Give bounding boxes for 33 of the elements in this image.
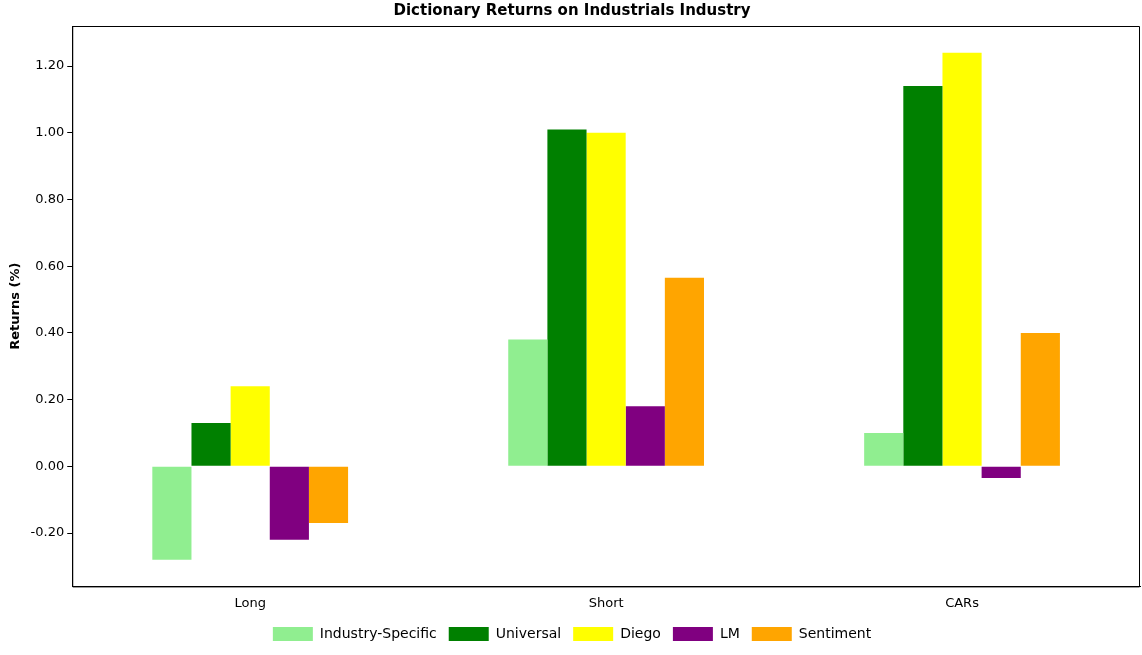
y-tick-label: 0.60 xyxy=(35,257,65,273)
bar xyxy=(864,432,904,466)
bar xyxy=(191,422,231,466)
bar xyxy=(942,52,982,466)
y-tick-label: 1.20 xyxy=(35,57,65,73)
legend-label: Universal xyxy=(495,624,562,641)
legend-label: Sentiment xyxy=(798,624,872,641)
bar xyxy=(664,277,704,466)
bar xyxy=(230,386,270,466)
y-tick-label: 0.00 xyxy=(35,457,65,473)
y-tick-label: -0.20 xyxy=(30,524,65,540)
y-tick-label: 0.80 xyxy=(35,190,65,206)
bar xyxy=(547,129,587,466)
bar xyxy=(625,406,665,466)
bar xyxy=(1020,332,1060,466)
bar xyxy=(152,466,192,560)
x-tick-label: Long xyxy=(234,594,266,610)
legend-label: LM xyxy=(719,624,740,641)
y-tick-label: 0.40 xyxy=(35,324,65,340)
bar xyxy=(903,86,943,466)
bar xyxy=(308,466,349,524)
chart-title: Dictionary Returns on Industrials Industry xyxy=(393,0,751,19)
bar xyxy=(269,466,309,540)
legend-label: Diego xyxy=(620,624,661,641)
y-tick-label: 1.00 xyxy=(35,124,65,140)
x-tick-label: CARs xyxy=(945,594,980,610)
bar xyxy=(981,466,1021,478)
bar xyxy=(586,132,626,466)
x-tick-label: Short xyxy=(588,594,624,610)
bar xyxy=(508,339,548,466)
legend-label: Industry-Specific xyxy=(319,624,437,641)
y-tick-label: 0.20 xyxy=(35,390,65,406)
y-axis-title: Returns (%) xyxy=(7,262,23,350)
